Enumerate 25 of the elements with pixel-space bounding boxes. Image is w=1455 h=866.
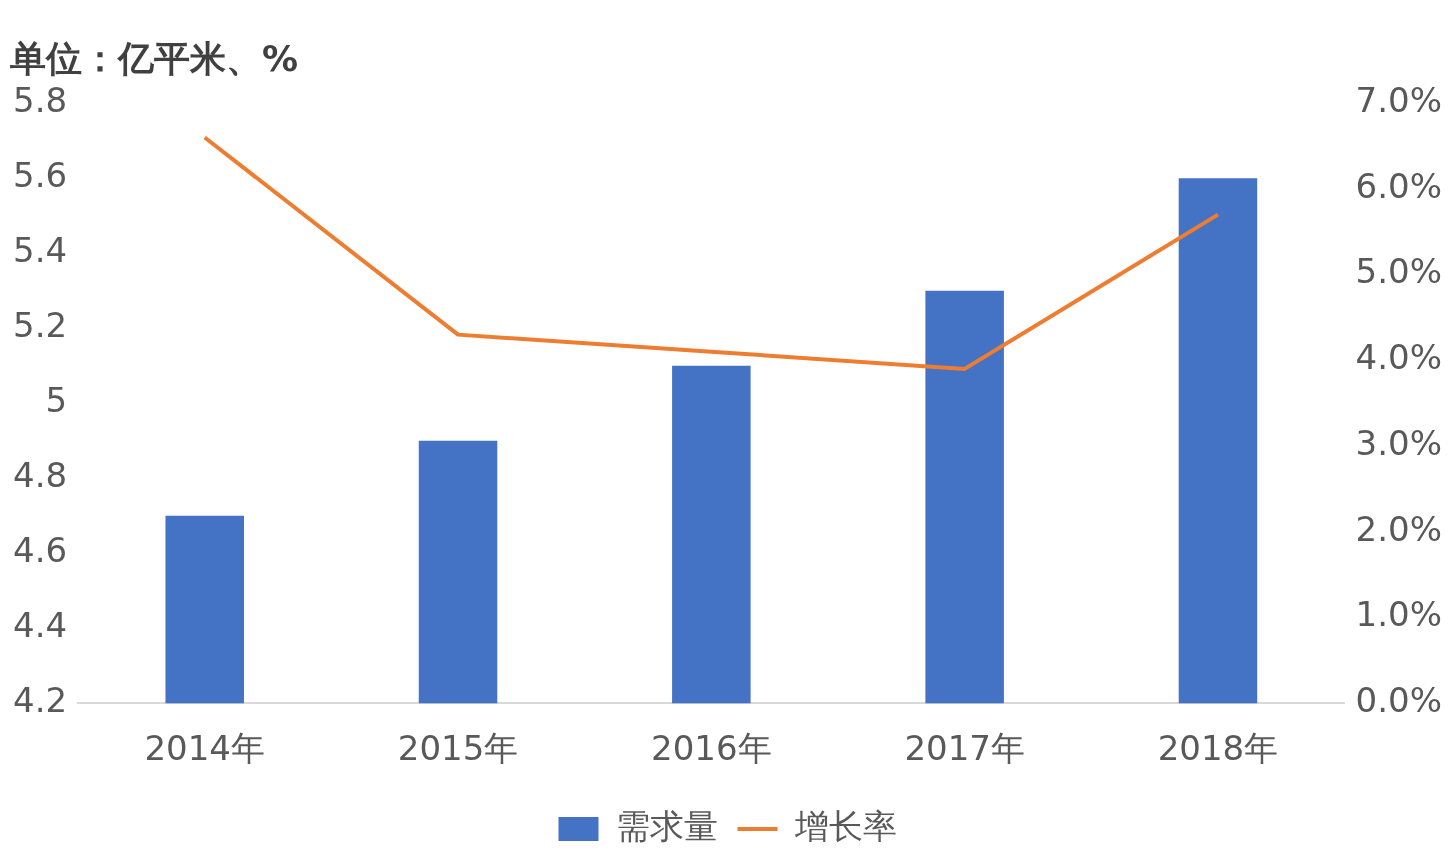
y2-tick-label: 2.0% <box>1355 508 1443 549</box>
x-tick-label: 2017年 <box>904 728 1025 769</box>
x-tick-label: 2015年 <box>397 728 519 769</box>
x-tick-label: 2014年 <box>144 728 265 769</box>
y2-tick-label: 1.0% <box>1355 594 1443 635</box>
y-tick-label: 5.4 <box>12 230 68 271</box>
y-tick-label: 4.4 <box>12 605 68 646</box>
y2-tick-label: 0.0% <box>1355 680 1443 721</box>
x-tick-label: 2018年 <box>1157 728 1279 769</box>
legend-label: 增长率 <box>793 805 897 846</box>
y2-tick-label: 5.0% <box>1355 251 1443 292</box>
y2-tick-label: 4.0% <box>1355 337 1443 378</box>
y2-tick-label: 7.0% <box>1355 80 1443 121</box>
chart-title: 单位：亿平米、% <box>9 37 299 79</box>
y-tick-label: 5 <box>45 380 68 421</box>
y-tick-label: 4.2 <box>12 680 68 721</box>
y-tick-label: 5.6 <box>12 155 68 196</box>
y-tick-label: 4.8 <box>12 455 68 496</box>
y2-tick-label: 3.0% <box>1355 422 1443 463</box>
y-tick-label: 5.8 <box>12 80 68 121</box>
x-tick-label: 2016年 <box>651 728 772 769</box>
y2-tick-label: 6.0% <box>1355 165 1443 206</box>
y-tick-label: 5.2 <box>12 305 68 346</box>
legend-label: 需求量 <box>615 805 718 846</box>
y-tick-label: 4.6 <box>12 530 68 571</box>
